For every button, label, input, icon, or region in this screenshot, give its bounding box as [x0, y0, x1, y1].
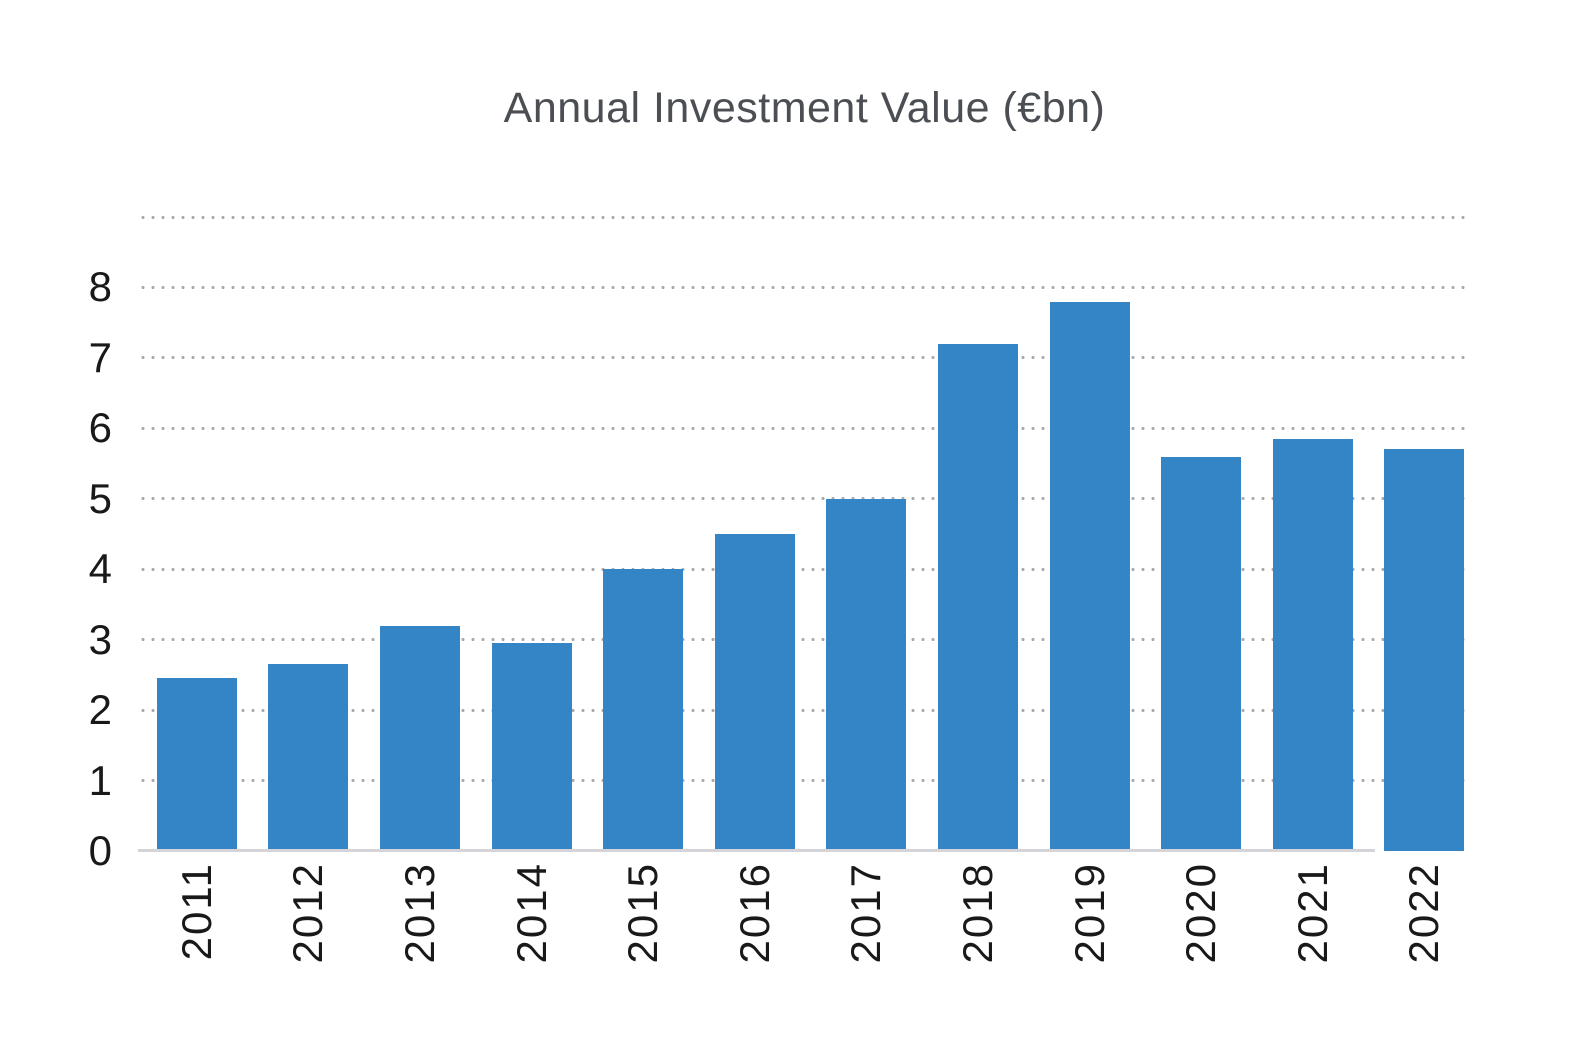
- bar-2020: [1161, 456, 1242, 851]
- x-tick-label-2011: 2011: [172, 862, 220, 961]
- bar-2021: [1272, 438, 1353, 851]
- bar-2015: [603, 569, 684, 851]
- x-tick-label-2014: 2014: [507, 862, 555, 964]
- y-tick-label-6: 6: [88, 404, 113, 452]
- gridline-9: [138, 215, 1471, 219]
- x-tick-label-2017: 2017: [842, 862, 890, 964]
- bar-2018: [937, 343, 1018, 851]
- y-tick-label-1: 1: [88, 756, 113, 804]
- gridline-1: [138, 779, 1471, 783]
- x-tick-label-2018: 2018: [953, 862, 1001, 964]
- bar-2011: [156, 678, 237, 851]
- bar-2016: [714, 534, 795, 851]
- y-tick-label-4: 4: [88, 545, 113, 593]
- x-tick-label-2020: 2020: [1177, 862, 1225, 964]
- bar-2019: [1049, 301, 1130, 851]
- x-tick-label-2016: 2016: [730, 862, 778, 964]
- y-tick-label-0: 0: [88, 827, 113, 874]
- gridline-5: [138, 497, 1471, 501]
- chart-title: Annual Investment Value (€bn): [503, 84, 1106, 132]
- x-tick-label-2015: 2015: [619, 862, 667, 964]
- x-tick-label-2012: 2012: [284, 862, 332, 964]
- x-tick-label-2013: 2013: [395, 862, 443, 964]
- bar-2017: [826, 498, 907, 851]
- y-tick-label-5: 5: [88, 474, 113, 522]
- bar-2014: [491, 643, 572, 851]
- x-tick-label-2019: 2019: [1065, 862, 1113, 964]
- bar-2013: [379, 625, 460, 851]
- gridline-4: [138, 567, 1471, 571]
- gridline-3: [138, 638, 1471, 642]
- x-tick-label-2021: 2021: [1288, 862, 1336, 964]
- x-axis-baseline: [138, 849, 1375, 852]
- gridline-2: [138, 708, 1471, 712]
- y-tick-label-8: 8: [88, 263, 113, 311]
- y-tick-label-7: 7: [88, 333, 113, 381]
- gridline-6: [138, 426, 1471, 430]
- y-tick-label-3: 3: [88, 615, 113, 663]
- gridline-8: [138, 285, 1471, 289]
- gridline-7: [138, 356, 1471, 360]
- x-tick-label-2022: 2022: [1400, 862, 1448, 964]
- bar-2022: [1384, 449, 1465, 851]
- bar-2012: [268, 664, 349, 851]
- y-tick-label-2: 2: [88, 686, 113, 734]
